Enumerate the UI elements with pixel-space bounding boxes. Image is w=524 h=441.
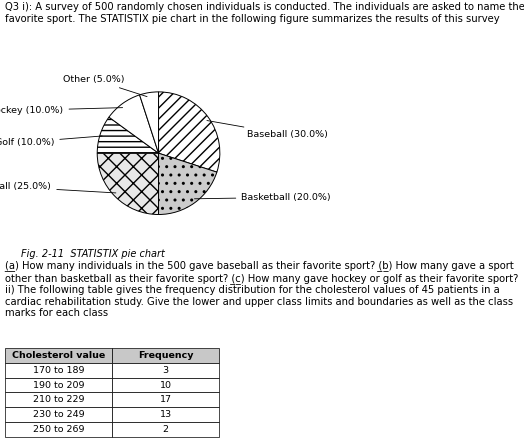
Text: Hockey (10.0%): Hockey (10.0%) [0, 106, 123, 115]
Text: Basketball (20.0%): Basketball (20.0%) [194, 193, 331, 202]
Wedge shape [97, 153, 159, 214]
Wedge shape [159, 92, 220, 172]
Text: Fig. 2-11  STATISTIX pie chart: Fig. 2-11 STATISTIX pie chart [21, 249, 165, 258]
Text: (̲a̲) How many individuals in the 500 gave baseball as their favorite sport? (̲b: (̲a̲) How many individuals in the 500 ga… [5, 260, 519, 318]
Text: Other (5.0%): Other (5.0%) [63, 75, 147, 97]
Text: Golf (10.0%): Golf (10.0%) [0, 136, 102, 147]
Wedge shape [109, 95, 159, 153]
Text: Football (25.0%): Football (25.0%) [0, 183, 116, 193]
Wedge shape [159, 153, 217, 214]
Text: Q3 i): A survey of 500 randomly chosen individuals is conducted. The individuals: Q3 i): A survey of 500 randomly chosen i… [5, 2, 524, 24]
Text: Baseball (30.0%): Baseball (30.0%) [207, 120, 329, 139]
Wedge shape [97, 117, 159, 153]
Wedge shape [139, 92, 159, 153]
